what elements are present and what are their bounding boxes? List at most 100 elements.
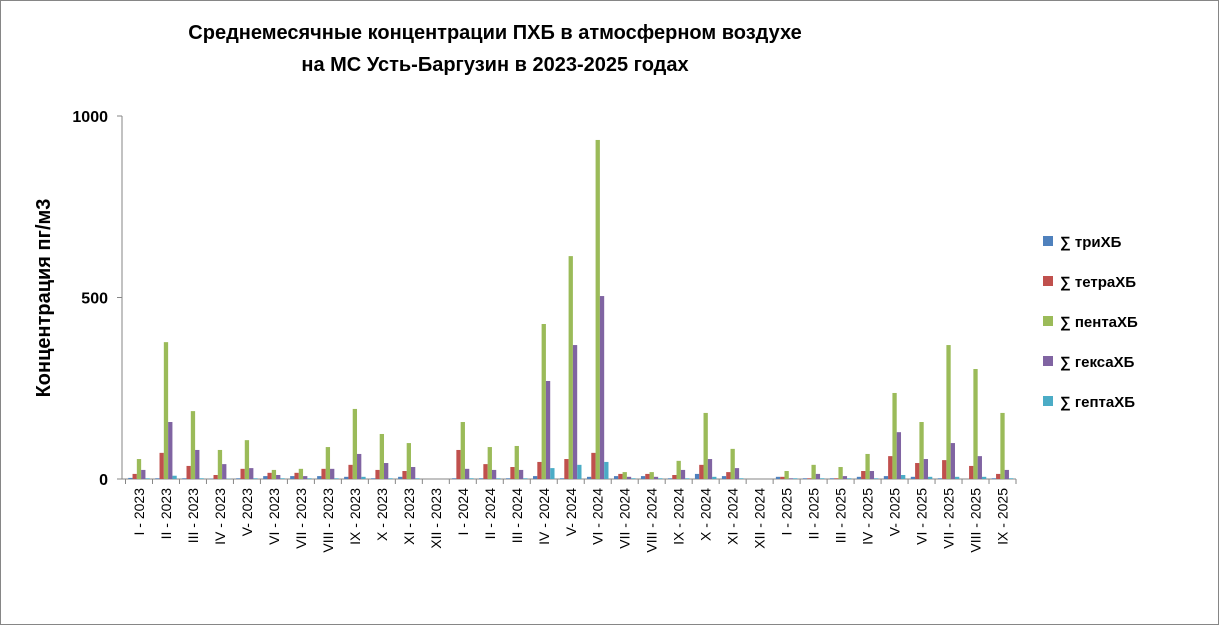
x-tick-label: I - 2025 [779,488,795,536]
bar [775,476,781,479]
bar [172,475,177,479]
x-tick-label: V- 2025 [887,488,903,536]
bar [352,408,358,479]
bar [195,449,200,479]
bar [631,478,636,479]
bar [699,464,704,479]
bar [303,476,308,479]
bar [577,464,582,479]
bar [537,461,542,479]
bar [479,478,484,479]
bar [334,478,339,479]
legend-swatch [1043,356,1053,366]
bar [712,476,717,479]
chart-title-line-2: на МС Усть-Баргузин в 2023-2025 годах [301,54,688,76]
bar [388,478,393,479]
bar [168,422,173,479]
bar [829,478,835,479]
bar [317,476,322,479]
bar [865,453,870,479]
bar [564,459,569,479]
bar [469,478,474,479]
x-tick-label: IV - 2025 [860,488,876,545]
x-tick-label: IX - 2023 [347,488,363,545]
bar [649,472,654,479]
bar [820,478,825,479]
bar [942,460,947,479]
x-tick-label: VII - 2023 [293,488,309,549]
bar [784,471,789,479]
bar [1008,478,1014,479]
bar [928,476,933,479]
bar [981,476,987,479]
x-tick-label: IX - 2025 [995,488,1011,545]
bar [410,467,416,479]
bar [541,323,546,479]
bar [672,475,677,479]
bar [595,139,600,479]
x-tick-label: VII - 2024 [617,488,633,549]
bar [676,460,681,479]
x-tick-label: VI - 2024 [590,488,606,545]
bar [658,478,663,479]
bar [550,468,555,479]
bar [910,476,916,479]
x-tick-label: VI - 2025 [914,488,930,545]
bar [361,476,366,479]
legend-label: ∑ тетраХБ [1060,274,1136,291]
bar [888,456,893,479]
x-tick-label: XII - 2024 [752,488,768,549]
bar [533,476,538,479]
bar [586,476,592,479]
bar [379,433,385,479]
legend-label: ∑ триХБ [1060,234,1122,251]
bar [703,412,708,479]
x-tick-label: V- 2024 [563,488,579,536]
bar [847,478,852,479]
bar [707,459,713,479]
bar [276,475,281,479]
bar [856,476,862,479]
bar [640,476,646,479]
bar [622,472,627,479]
bar [190,411,196,479]
legend-swatch [1043,396,1053,406]
bar [128,477,133,479]
bar [568,256,573,479]
bar [263,476,268,479]
bar [186,465,191,479]
y-tick-label: 0 [99,472,108,489]
bar [344,476,349,479]
bar [182,478,187,479]
bar [626,476,632,479]
legend: ∑ триХБ ∑ тетраХБ ∑ пентаХБ ∑ гексаХБ ∑ гепт… [1043,234,1138,411]
bar [510,467,515,479]
x-tick-label: I - 2023 [131,488,147,536]
bar [680,469,686,479]
x-tick-label: VII - 2025 [941,488,957,549]
bar [163,342,169,479]
bar [838,467,843,479]
bar [375,469,380,479]
legend-swatch [1043,236,1053,246]
bar [667,478,673,479]
bar [496,478,501,479]
bar [491,469,497,479]
x-tick-label: VIII - 2024 [644,488,660,553]
x-tick-label: XII - 2023 [428,488,444,549]
bar [402,471,407,479]
bar [398,476,403,479]
bar [298,468,304,479]
bar [892,392,897,479]
bar [506,478,511,479]
bar [883,476,889,479]
x-tick-labels: I - 2023 II - 2023 III - 2023 IV - 2023 V- 2… [131,488,1011,553]
bar [518,469,524,479]
bar [937,478,943,479]
bar [456,449,461,479]
bar [788,478,794,479]
bar [560,478,565,479]
bar [136,459,142,479]
bar [645,473,650,479]
bar [739,478,744,479]
